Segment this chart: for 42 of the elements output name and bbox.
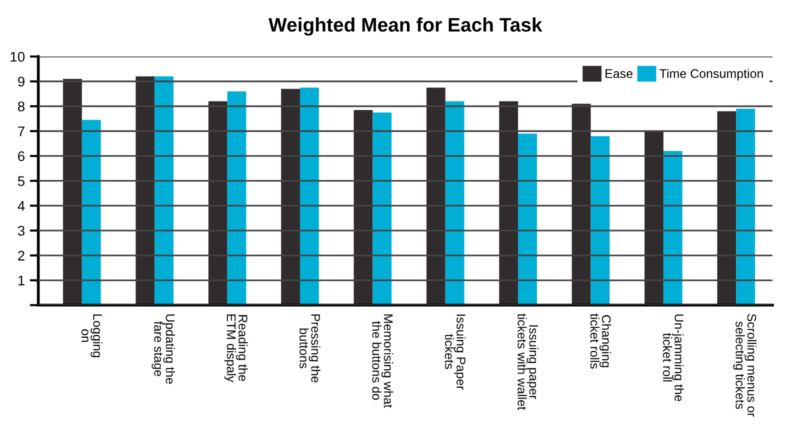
bar <box>281 88 300 306</box>
y-tick-label: 3 <box>18 226 24 236</box>
bar <box>426 88 446 306</box>
bar <box>63 78 82 306</box>
bar <box>717 111 736 306</box>
x-tick-label: Scrolling menus or selecting tickets <box>733 314 756 417</box>
x-tick-label: Updating the fare stage <box>152 314 175 384</box>
x-tick-label: Pressing the buttons <box>300 314 320 382</box>
x-tick-label: Issuing Paper tickets <box>444 314 466 390</box>
bar <box>354 110 373 306</box>
x-tick-label: Reading the ETM dispaly <box>224 314 248 382</box>
legend-label: Time Consumption <box>660 68 763 80</box>
y-tick-label: 5 <box>18 176 25 186</box>
bar <box>736 108 756 306</box>
bar <box>518 134 537 306</box>
bar <box>372 112 392 306</box>
y-tick-label: 9 <box>18 76 24 87</box>
x-tick-label: Logging on <box>81 314 102 358</box>
bar <box>590 136 610 306</box>
y-tick-label: 2 <box>18 250 24 260</box>
bar <box>208 101 228 306</box>
bar <box>82 120 101 306</box>
y-tick-label: 4 <box>18 201 25 211</box>
chart-title: Weighted Mean for Each Task <box>268 17 542 36</box>
x-tick-label: Un-jamming the ticket roll <box>662 314 684 402</box>
x-tick-label: Issuing paper tickets with wallet <box>518 314 538 410</box>
bar <box>154 76 174 306</box>
bar <box>572 104 591 306</box>
bar <box>136 76 155 306</box>
y-tick-label: 1 <box>18 276 24 286</box>
y-tick-label: 6 <box>18 151 24 162</box>
bar <box>227 91 246 306</box>
y-tick-label: 7 <box>18 126 24 136</box>
y-tick-label: 10 <box>10 52 25 62</box>
bar <box>644 131 664 306</box>
y-tick-label: 8 <box>18 102 25 112</box>
bar <box>663 151 682 306</box>
bar <box>499 101 518 306</box>
bar <box>445 101 464 306</box>
x-tick-label: Changing ticket rolls <box>590 314 612 369</box>
legend-label: Ease <box>606 69 632 78</box>
bar <box>300 88 319 306</box>
